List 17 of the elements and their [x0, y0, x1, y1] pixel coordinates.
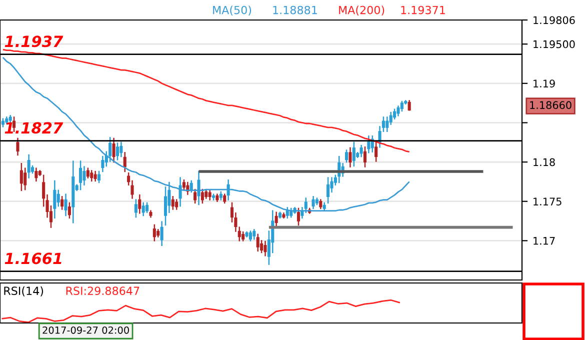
y-tick-label: 1.175: [534, 198, 562, 206]
text: 2017-09-27 02:00: [42, 326, 129, 334]
ref-line-label: 1.1937: [4, 36, 64, 48]
text: MA(200): [339, 6, 384, 16]
text: 1.18660: [530, 101, 572, 110]
text: 1.18881: [273, 6, 317, 14]
y-tick-label: 1.19: [534, 80, 555, 88]
ref-line-label: 1.1661: [4, 252, 62, 264]
chart-title: RSI(14): [4, 286, 44, 296]
text: MA(50): [213, 6, 252, 16]
y-tick-label: 1.18: [534, 158, 555, 166]
text: 1.19371: [401, 6, 445, 14]
y-tick-label: 1.19500: [534, 40, 575, 48]
y-tick-label: 1.19806: [534, 16, 575, 24]
line-series: [2, 48, 410, 153]
y-tick-label: 1.17: [534, 237, 555, 245]
text: RSI:29.88647: [66, 286, 140, 296]
